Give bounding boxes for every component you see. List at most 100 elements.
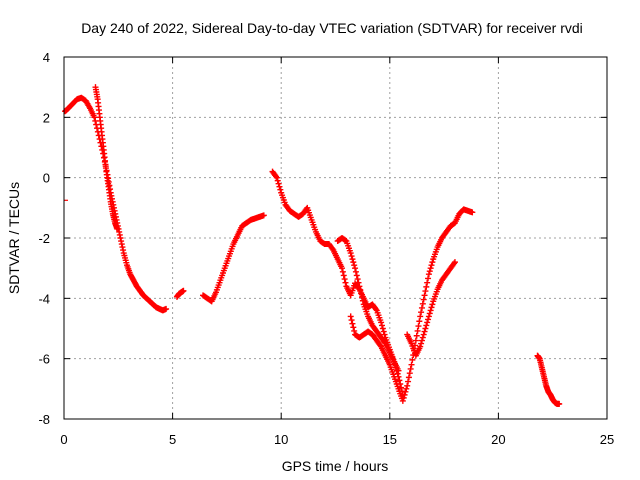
data-point bbox=[412, 337, 419, 344]
y-tick-label: 2 bbox=[43, 110, 50, 125]
data-point bbox=[339, 265, 346, 272]
data-point bbox=[425, 271, 432, 278]
data-point bbox=[341, 276, 348, 283]
data-point bbox=[350, 259, 357, 266]
y-tick-label: -2 bbox=[38, 231, 50, 246]
data-point bbox=[339, 268, 346, 275]
data-point bbox=[451, 260, 458, 267]
data-point bbox=[355, 279, 362, 286]
data-point bbox=[395, 367, 402, 374]
data-point bbox=[418, 309, 425, 316]
plot-frame bbox=[63, 56, 608, 420]
data-point bbox=[417, 313, 424, 320]
data-point bbox=[351, 262, 358, 269]
data-point bbox=[380, 328, 387, 335]
data-point bbox=[419, 300, 426, 307]
series-seg5 bbox=[269, 168, 406, 398]
data-point bbox=[424, 319, 431, 326]
data-point bbox=[403, 385, 410, 392]
data-point bbox=[423, 283, 430, 290]
data-point bbox=[350, 324, 357, 331]
data-point bbox=[276, 183, 283, 190]
data-point bbox=[425, 275, 432, 282]
x-tick-label: 25 bbox=[600, 432, 614, 447]
data-point bbox=[419, 334, 426, 341]
y-axis-label: SDTVAR / TECUs bbox=[6, 182, 22, 294]
data-point bbox=[428, 262, 435, 269]
data-point bbox=[342, 279, 349, 286]
x-tick-label: 0 bbox=[60, 432, 67, 447]
data-point bbox=[349, 320, 356, 327]
data-point bbox=[275, 180, 282, 187]
data-point bbox=[114, 225, 121, 232]
data-point bbox=[378, 319, 385, 326]
series-seg2 bbox=[92, 84, 121, 232]
data-point bbox=[423, 322, 430, 329]
y-tick-label: -4 bbox=[38, 291, 50, 306]
data-point bbox=[406, 370, 413, 377]
data-point bbox=[424, 279, 431, 286]
data-point bbox=[556, 400, 563, 407]
y-tick-label: 0 bbox=[43, 171, 50, 186]
series-seg6 bbox=[334, 235, 402, 374]
x-tick-label: 5 bbox=[169, 432, 176, 447]
data-point bbox=[359, 297, 366, 304]
data-point bbox=[426, 310, 433, 317]
data-point bbox=[426, 268, 433, 275]
data-point bbox=[277, 186, 284, 193]
data-point bbox=[272, 173, 279, 180]
data-point bbox=[347, 313, 354, 320]
data-marks bbox=[62, 84, 563, 407]
data-point bbox=[418, 340, 425, 347]
data-point bbox=[91, 114, 98, 121]
y-tick-label: -8 bbox=[38, 412, 50, 427]
data-point bbox=[414, 327, 421, 334]
data-point bbox=[356, 283, 363, 290]
data-point bbox=[378, 322, 385, 329]
data-point bbox=[349, 256, 356, 263]
y-tick-label: 4 bbox=[43, 50, 50, 65]
data-point bbox=[401, 391, 408, 398]
grid-layer bbox=[64, 57, 607, 419]
data-point bbox=[404, 382, 411, 389]
data-point bbox=[429, 301, 436, 308]
data-point bbox=[163, 305, 170, 312]
data-point bbox=[348, 317, 355, 324]
data-point bbox=[428, 304, 435, 311]
data-point bbox=[408, 361, 415, 368]
data-point bbox=[381, 331, 388, 338]
data-point bbox=[421, 292, 428, 299]
series-seg1 bbox=[62, 94, 170, 314]
data-point bbox=[340, 272, 347, 279]
x-tick-label: 20 bbox=[491, 432, 505, 447]
data-point bbox=[348, 253, 355, 260]
data-point bbox=[420, 331, 427, 338]
data-point bbox=[405, 378, 412, 385]
data-point bbox=[354, 276, 361, 283]
data-point bbox=[418, 337, 425, 344]
data-point bbox=[413, 332, 420, 339]
series-seg9 bbox=[534, 352, 563, 407]
data-point bbox=[260, 212, 267, 219]
data-point bbox=[427, 265, 434, 272]
data-point bbox=[469, 209, 476, 216]
data-point bbox=[399, 397, 406, 404]
data-point bbox=[352, 268, 359, 275]
data-point bbox=[402, 388, 409, 395]
data-point bbox=[381, 339, 388, 346]
x-tick-label: 15 bbox=[383, 432, 397, 447]
x-tick-label: 10 bbox=[274, 432, 288, 447]
data-point bbox=[425, 316, 432, 323]
data-point bbox=[274, 177, 281, 184]
data-point bbox=[329, 245, 336, 252]
data-point bbox=[407, 365, 414, 372]
data-point bbox=[347, 250, 354, 257]
tick-layer: 0 5 10 15 20 25 -8 -6 -4 -2 0 2 4 bbox=[38, 50, 614, 447]
data-point bbox=[396, 377, 403, 384]
data-point bbox=[351, 327, 358, 334]
data-point bbox=[377, 342, 384, 349]
data-point bbox=[418, 304, 425, 311]
data-point bbox=[379, 325, 386, 332]
data-point bbox=[429, 259, 436, 266]
